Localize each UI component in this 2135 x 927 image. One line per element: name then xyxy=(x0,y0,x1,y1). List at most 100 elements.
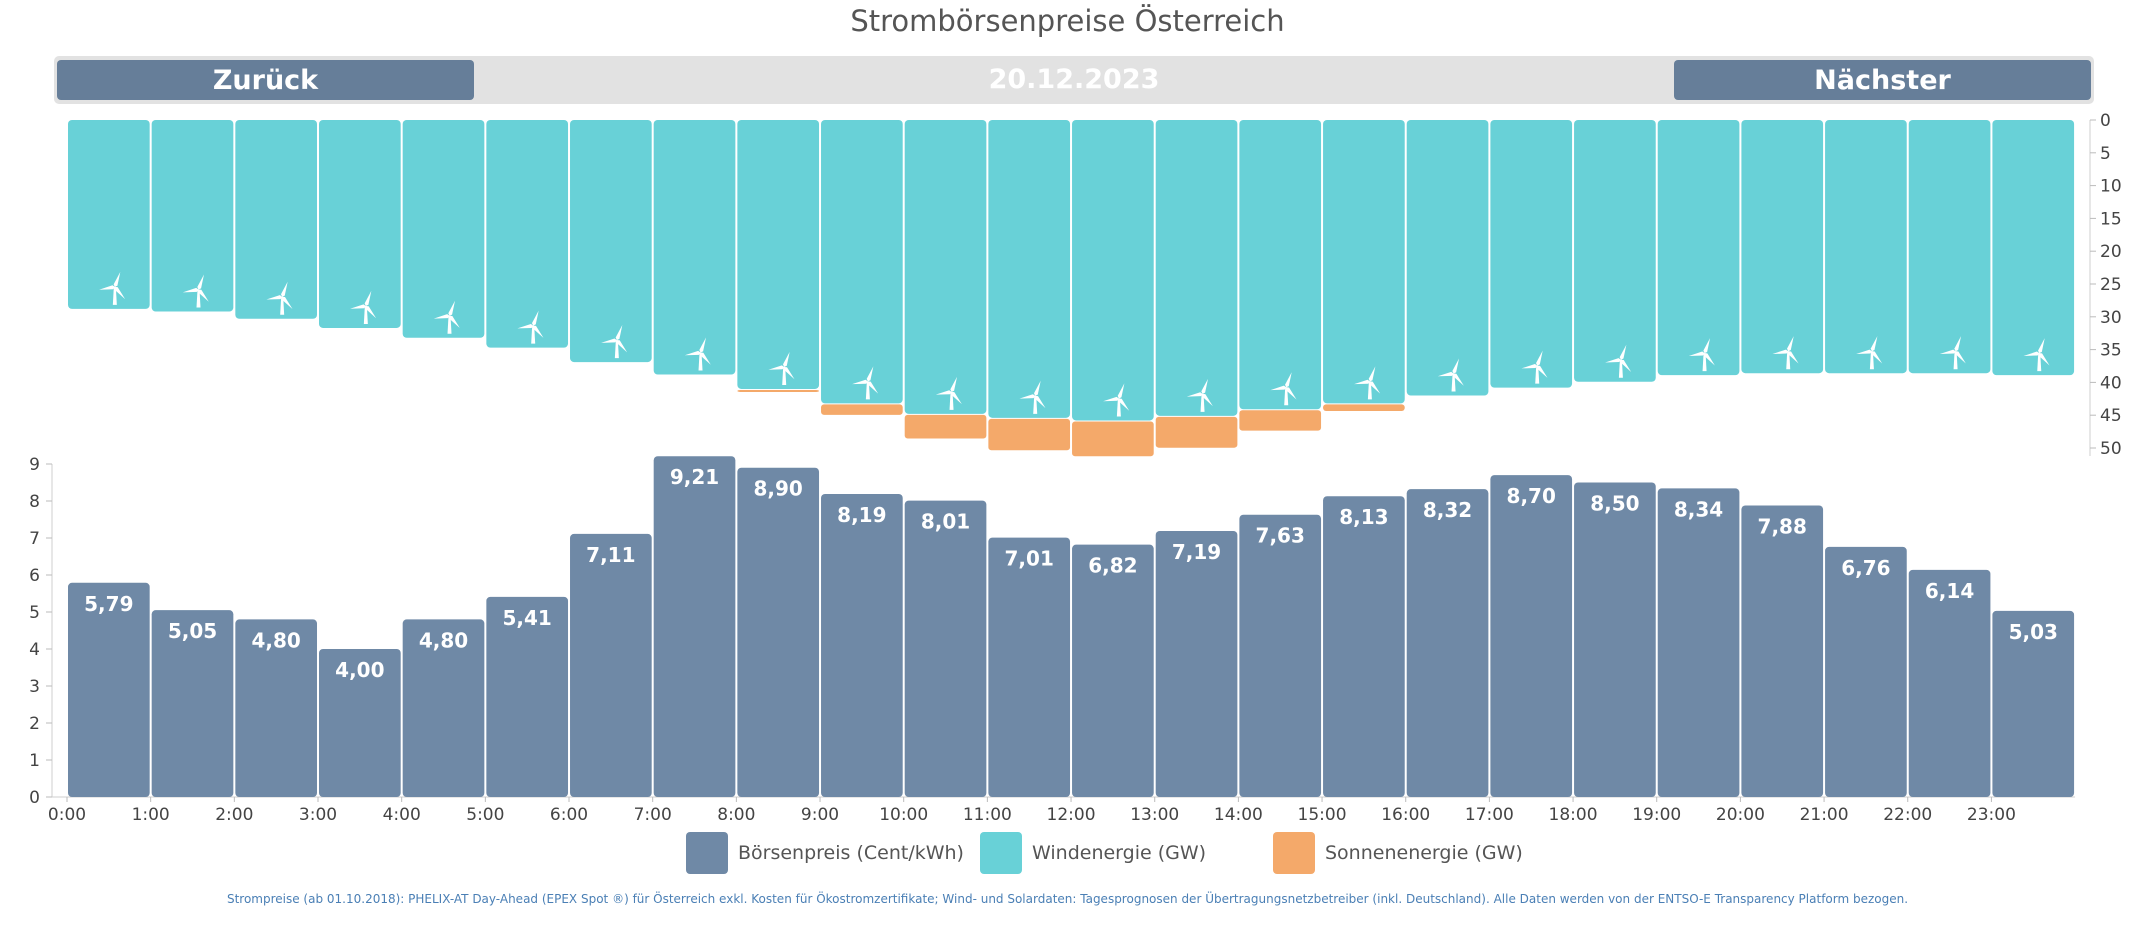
legend-label-price: Börsenpreis (Cent/kWh) xyxy=(738,842,964,864)
x-tick-label: 13:00 xyxy=(1130,805,1179,825)
x-tick-label: 2:00 xyxy=(215,805,253,825)
price-bar xyxy=(68,582,150,797)
solar-bar xyxy=(1072,421,1154,457)
price-y-tick-label: 8 xyxy=(29,492,40,512)
generation-y-tick-label: 30 xyxy=(2100,308,2122,328)
generation-y-tick-label: 15 xyxy=(2100,209,2122,229)
x-tick-label: 11:00 xyxy=(963,805,1012,825)
legend-label-solar: Sonnenenergie (GW) xyxy=(1325,842,1523,864)
price-y-tick-label: 1 xyxy=(29,751,40,771)
price-bar-label: 7,88 xyxy=(1758,514,1807,538)
generation-y-tick-label: 20 xyxy=(2100,242,2122,262)
wind-bar xyxy=(151,120,234,312)
x-tick-label: 17:00 xyxy=(1465,805,1514,825)
price-bar-label: 8,01 xyxy=(921,510,970,534)
wind-turbine-icon xyxy=(1437,358,1464,392)
previous-day-button[interactable]: Zurück xyxy=(57,60,474,100)
generation-y-tick-label: 50 xyxy=(2100,439,2122,459)
solar-bar xyxy=(737,389,820,392)
price-bar-label: 7,11 xyxy=(586,543,635,567)
wind-turbine-icon xyxy=(266,281,293,315)
solar-bar xyxy=(821,404,903,415)
price-bar-label: 5,05 xyxy=(168,619,217,643)
price-bar-label: 8,19 xyxy=(837,503,886,527)
price-y-tick-label: 2 xyxy=(29,714,40,734)
wind-bar xyxy=(1574,120,1656,382)
generation-y-tick-label: 10 xyxy=(2100,177,2122,197)
price-bar xyxy=(653,456,736,797)
price-bar xyxy=(1072,544,1154,797)
generation-y-tick-label: 0 xyxy=(2100,111,2111,131)
price-bar-label: 8,34 xyxy=(1674,497,1723,521)
price-y-tick-label: 4 xyxy=(29,640,40,660)
price-bar-label: 7,19 xyxy=(1172,540,1221,564)
x-tick-label: 10:00 xyxy=(879,805,928,825)
price-bar-label: 6,14 xyxy=(1925,579,1974,603)
source-footnote: Strompreise (ab 01.10.2018): PHELIX-AT D… xyxy=(226,892,1909,906)
x-tick-label: 0:00 xyxy=(48,805,86,825)
x-tick-label: 23:00 xyxy=(1967,805,2016,825)
generation-y-tick-label: 25 xyxy=(2100,275,2122,295)
wind-bar xyxy=(904,120,987,414)
wind-bar xyxy=(402,120,485,338)
legend: Börsenpreis (Cent/kWh) Windenergie (GW) … xyxy=(0,832,2135,876)
price-bar-label: 6,82 xyxy=(1088,554,1137,578)
wind-turbine-icon xyxy=(517,310,544,344)
price-bar xyxy=(1657,488,1740,797)
wind-turbine-icon xyxy=(1354,366,1381,400)
wind-turbine-icon xyxy=(1103,383,1130,417)
price-bar xyxy=(1406,489,1489,797)
wind-turbine-icon xyxy=(935,376,962,410)
wind-turbine-icon xyxy=(350,290,377,324)
x-tick-label: 20:00 xyxy=(1716,805,1765,825)
legend-item-wind[interactable]: Windenergie (GW) xyxy=(980,832,1206,874)
generation-y-tick-label: 35 xyxy=(2100,341,2122,361)
wind-turbine-icon xyxy=(1270,372,1297,406)
x-tick-label: 3:00 xyxy=(299,805,337,825)
legend-swatch-price xyxy=(686,832,728,874)
wind-bar xyxy=(1992,120,2075,376)
x-tick-label: 12:00 xyxy=(1047,805,1096,825)
price-bar xyxy=(1155,530,1238,797)
wind-bar xyxy=(988,120,1071,418)
wind-bar xyxy=(486,120,569,348)
wind-bar xyxy=(235,120,318,319)
wind-turbine-icon xyxy=(1521,350,1548,384)
wind-turbine-icon xyxy=(1186,378,1213,412)
wind-bar xyxy=(821,120,903,404)
wind-turbine-icon xyxy=(852,366,879,400)
generation-y-tick-label: 5 xyxy=(2100,144,2111,164)
next-day-button[interactable]: Nächster xyxy=(1674,60,2091,100)
x-tick-label: 16:00 xyxy=(1381,805,1430,825)
price-bar xyxy=(1825,546,1907,797)
wind-turbine-icon xyxy=(684,337,711,371)
generation-y-tick-label: 45 xyxy=(2100,406,2122,426)
wind-bar xyxy=(1239,120,1322,410)
wind-bar xyxy=(1908,120,1991,374)
legend-item-price[interactable]: Börsenpreis (Cent/kWh) xyxy=(686,832,964,874)
generation-y-tick-label: 40 xyxy=(2100,373,2122,393)
wind-turbine-icon xyxy=(99,271,126,305)
price-bar xyxy=(151,610,234,797)
price-bar xyxy=(1741,505,1824,797)
price-bar xyxy=(1323,496,1405,797)
chart-title: Strombörsenpreise Österreich xyxy=(850,4,1285,38)
legend-item-solar[interactable]: Sonnenenergie (GW) xyxy=(1273,832,1523,874)
wind-bar xyxy=(1825,120,1907,374)
legend-swatch-solar xyxy=(1273,832,1315,874)
price-bar-label: 6,76 xyxy=(1841,556,1890,580)
wind-turbine-icon xyxy=(1688,338,1715,372)
price-bar xyxy=(988,537,1071,797)
x-tick-label: 9:00 xyxy=(801,805,839,825)
legend-label-wind: Windenergie (GW) xyxy=(1032,842,1207,864)
solar-bar xyxy=(1155,416,1238,448)
price-bar-label: 4,80 xyxy=(251,628,300,652)
wind-bar xyxy=(68,120,150,309)
x-tick-label: 22:00 xyxy=(1883,805,1932,825)
x-tick-label: 4:00 xyxy=(383,805,421,825)
price-y-tick-label: 5 xyxy=(29,603,40,623)
wind-turbine-icon xyxy=(1772,336,1799,370)
price-bar-label: 4,00 xyxy=(335,658,384,682)
wind-bar xyxy=(1406,120,1489,396)
